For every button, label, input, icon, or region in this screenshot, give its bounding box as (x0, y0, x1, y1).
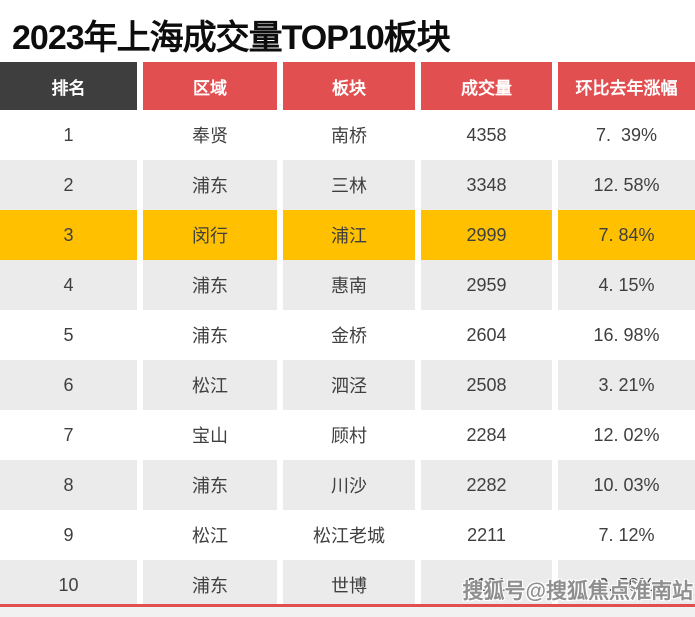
cell-volume: 3348 (421, 160, 552, 210)
cell-volume: 2211 (421, 510, 552, 560)
bottom-red-rule (0, 604, 695, 607)
cell-yoy-change: 16. 98% (558, 310, 695, 360)
cell-district: 顾村 (283, 410, 415, 460)
cell-volume: 2282 (421, 460, 552, 510)
cell-yoy-change: 3. 21% (558, 360, 695, 410)
cell-rank: 3 (0, 210, 137, 260)
cell-district: 世博 (283, 560, 415, 604)
cell-region: 奉贤 (143, 110, 277, 160)
page-title: 2023年上海成交量TOP10板块 (12, 19, 451, 57)
cell-rank: 5 (0, 310, 137, 360)
cell-rank: 2 (0, 160, 137, 210)
cell-yoy-change: 7. 84% (558, 210, 695, 260)
cell-yoy-change: 4. 15% (558, 260, 695, 310)
cell-district: 川沙 (283, 460, 415, 510)
cell-yoy-change: 10. 03% (558, 460, 695, 510)
cell-yoy-change: 7. 12% (558, 510, 695, 560)
column-header-district: 板块 (283, 62, 415, 110)
top10-table: 排名 区域 板块 成交量 环比去年涨幅 1 奉贤 南桥 4358 7. 39% 2 浦东 三林… (0, 62, 695, 604)
cell-district: 南桥 (283, 110, 415, 160)
cell-rank: 4 (0, 260, 137, 310)
sohu-watermark: 搜狐号@搜狐焦点淮南站 (462, 580, 693, 603)
cell-yoy-change: 9. 50% (558, 560, 695, 604)
cell-region: 闵行 (143, 210, 277, 260)
cell-volume: 4358 (421, 110, 552, 160)
cell-volume: 2284 (421, 410, 552, 460)
cell-region: 浦东 (143, 560, 277, 604)
cell-region: 松江 (143, 510, 277, 560)
cell-volume: 2999 (421, 210, 552, 260)
cell-volume: 2191 (421, 560, 552, 604)
cell-district: 三林 (283, 160, 415, 210)
cell-district: 泗泾 (283, 360, 415, 410)
cell-district: 松江老城 (283, 510, 415, 560)
cell-yoy-change: 12. 58% (558, 160, 695, 210)
cell-district: 金桥 (283, 310, 415, 360)
cell-district: 浦江 (283, 210, 415, 260)
cell-yoy-change: 7. 39% (558, 110, 695, 160)
cell-region: 松江 (143, 360, 277, 410)
cell-yoy-change: 12. 02% (558, 410, 695, 460)
cell-region: 浦东 (143, 310, 277, 360)
cell-volume: 2959 (421, 260, 552, 310)
cell-rank: 7 (0, 410, 137, 460)
column-header-yoy-change: 环比去年涨幅 (558, 62, 695, 110)
cell-rank: 1 (0, 110, 137, 160)
cell-volume: 2604 (421, 310, 552, 360)
cell-region: 浦东 (143, 460, 277, 510)
cell-district: 惠南 (283, 260, 415, 310)
cell-rank: 6 (0, 360, 137, 410)
column-header-region: 区域 (143, 62, 277, 110)
cell-rank: 9 (0, 510, 137, 560)
cell-region: 浦东 (143, 260, 277, 310)
bottom-gray-strip (0, 607, 695, 617)
cell-rank: 10 (0, 560, 137, 604)
cell-volume: 2508 (421, 360, 552, 410)
column-header-rank: 排名 (0, 62, 137, 110)
column-header-volume: 成交量 (421, 62, 552, 110)
cell-region: 浦东 (143, 160, 277, 210)
cell-region: 宝山 (143, 410, 277, 460)
cell-rank: 8 (0, 460, 137, 510)
